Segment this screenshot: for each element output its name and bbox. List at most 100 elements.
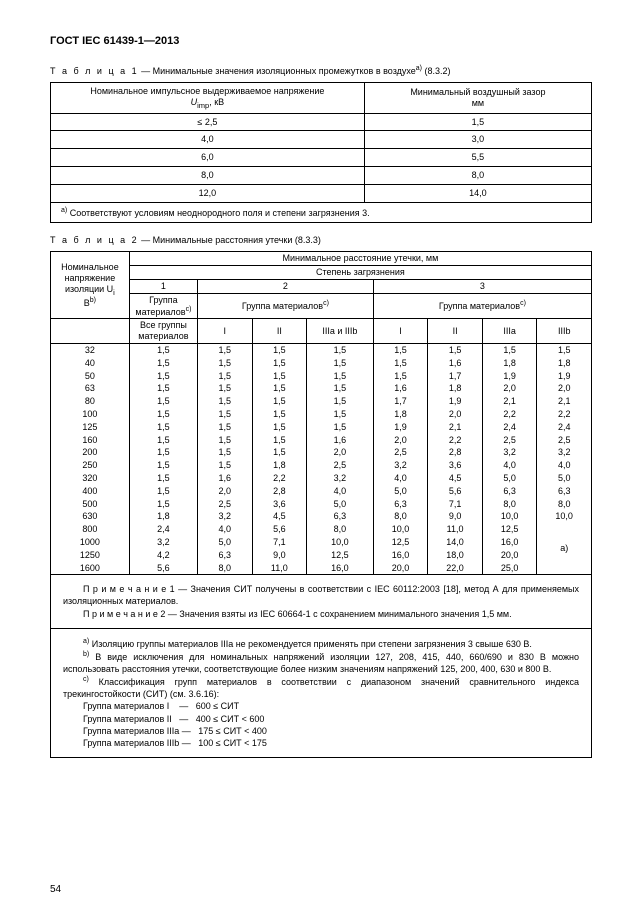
t2-cell: 1,6 <box>373 382 428 395</box>
t2-cell: 1,5 <box>198 459 253 472</box>
t2-grp1b: материалов <box>135 307 185 317</box>
t2-cell: 1,5 <box>198 421 253 434</box>
t2-cell: 2,1 <box>537 395 592 408</box>
t2-allgrp1: Все группы <box>140 320 187 330</box>
t2-cell: 20,0 <box>482 549 537 562</box>
t2-cap-sep: — <box>139 235 153 245</box>
t2-u: 1600 <box>51 562 130 575</box>
t2-cell: 2,2 <box>428 434 483 447</box>
t2-cell: 3,2 <box>482 446 537 459</box>
t2-cell: 2,4 <box>129 523 197 536</box>
t2-cell: 1,5 <box>252 408 307 421</box>
t2-cls1: Группа материалов II — 400 ≤ СИТ < 600 <box>83 713 579 725</box>
t2-cell: 2,5 <box>373 446 428 459</box>
t2-cell: 1,5 <box>252 370 307 383</box>
t2-grp3: Группа материаловc) <box>373 293 591 319</box>
t2-cell: 1,5 <box>307 421 374 434</box>
t2-cell: 1,8 <box>428 382 483 395</box>
t2-cell: 5,0 <box>537 472 592 485</box>
t2-cell: 1,5 <box>537 343 592 356</box>
t2-cell: 1,5 <box>482 343 537 356</box>
t2-cell: 22,0 <box>428 562 483 575</box>
t2-cell: 1,5 <box>198 357 253 370</box>
t2-cap-text: Минимальные расстояния утечки (8.3.3) <box>153 235 321 245</box>
t1-fn-text: Соответствуют условиям неоднородного пол… <box>67 208 369 218</box>
t2-cell: 2,0 <box>307 446 374 459</box>
t2-cell: 10,0 <box>307 536 374 549</box>
t2-htop: Минимальное расстояние утечки, мм <box>129 252 591 266</box>
t2-cell: 2,4 <box>537 421 592 434</box>
table2: Номинальное напряжение изоляции Ui Вb) М… <box>50 251 592 575</box>
t2-u: 320 <box>51 472 130 485</box>
t2-cell: 1,8 <box>373 408 428 421</box>
t2-cell: 1,8 <box>129 510 197 523</box>
t2-cell: 14,0 <box>428 536 483 549</box>
t2-cell: 4,0 <box>198 523 253 536</box>
t1-cell: 5,5 <box>364 149 591 167</box>
t2-cell: 10,0 <box>537 510 592 523</box>
t2-g1: 1 <box>129 279 197 293</box>
t2-allgrp2: материалов <box>138 331 188 341</box>
t2-fb-t: В виде исключения для номинальных напряж… <box>63 652 579 674</box>
t2-cell: 1,8 <box>537 357 592 370</box>
t1-body: ≤ 2,51,54,03,06,05,58,08,012,014,0 <box>51 113 592 202</box>
t2-cell: 4,5 <box>428 472 483 485</box>
t1-cap-prefix: Т а б л и ц а 1 <box>50 66 139 76</box>
t2-cell: 1,5 <box>428 343 483 356</box>
t2-grp3s: c) <box>520 300 526 307</box>
t2-grp1: Группа материаловc) <box>129 293 197 319</box>
t2-cell: 1,5 <box>129 421 197 434</box>
t2-cell: 1,5 <box>198 395 253 408</box>
t2-cap-prefix: Т а б л и ц а 2 <box>50 235 139 245</box>
t2-cell: 10,0 <box>482 510 537 523</box>
t2-cell: 1,5 <box>198 408 253 421</box>
t2-cell: 1,5 <box>307 408 374 421</box>
t2-cell: 1,8 <box>482 357 537 370</box>
t2-cell: 1,5 <box>198 370 253 383</box>
t2-cell: 6,3 <box>482 485 537 498</box>
t2-n1l: П р и м е ч а н и е 1 <box>83 584 175 594</box>
t2-rl2: напряжение <box>53 273 127 284</box>
t2-grp1s: c) <box>186 306 192 313</box>
t2-u: 32 <box>51 343 130 356</box>
t2-g3: 3 <box>373 279 591 293</box>
t2-cell: 6,3 <box>198 549 253 562</box>
t2-notes: П р и м е ч а н и е 1 — Значения СИТ пол… <box>50 575 592 628</box>
t2-cell: 1,5 <box>129 395 197 408</box>
t2-cell: 8,0 <box>198 562 253 575</box>
t2-cell: 6,3 <box>307 510 374 523</box>
t2-cell: 1,9 <box>537 370 592 383</box>
t2-footnotes: a) Изоляцию группы материалов IIIa не ре… <box>50 629 592 758</box>
t2-cell: 2,5 <box>198 498 253 511</box>
t2-cell: 2,2 <box>537 408 592 421</box>
t2-fc-t: Классификация групп материалов в соответ… <box>63 677 579 699</box>
t2-g2: 2 <box>198 279 374 293</box>
t2-cell: 1,5 <box>129 343 197 356</box>
t2-u: 400 <box>51 485 130 498</box>
t2-cell: 1,5 <box>129 485 197 498</box>
t2-cell: 2,8 <box>428 446 483 459</box>
t1-h2-l1: Минимальный воздушный зазор <box>370 87 586 98</box>
t2-cell: 1,5 <box>252 343 307 356</box>
t2-cell: 5,0 <box>482 472 537 485</box>
t2-rl4: Вb) <box>53 297 127 309</box>
t1-cell: ≤ 2,5 <box>51 113 365 131</box>
t2-cell: 3,2 <box>537 446 592 459</box>
t2-rl4s: b) <box>90 297 96 304</box>
t2-cell: 1,5 <box>129 370 197 383</box>
t2-cell: 1,5 <box>198 382 253 395</box>
t2-grp1a: Группа <box>149 295 178 305</box>
t2-cell: 1,5 <box>252 421 307 434</box>
t2-cell: 25,0 <box>482 562 537 575</box>
t2-cell: 2,0 <box>537 382 592 395</box>
t2-u: 1000 <box>51 536 130 549</box>
t2-cell: 3,6 <box>428 459 483 472</box>
t2-cell: 4,2 <box>129 549 197 562</box>
t2-u: 500 <box>51 498 130 511</box>
t2-cell: 1,5 <box>129 382 197 395</box>
t1-cell: 3,0 <box>364 131 591 149</box>
t2-cell: 1,6 <box>198 472 253 485</box>
t2-cell: 2,5 <box>482 434 537 447</box>
t2-cell: 1,5 <box>129 408 197 421</box>
t1-cap-sep: — <box>139 66 153 76</box>
